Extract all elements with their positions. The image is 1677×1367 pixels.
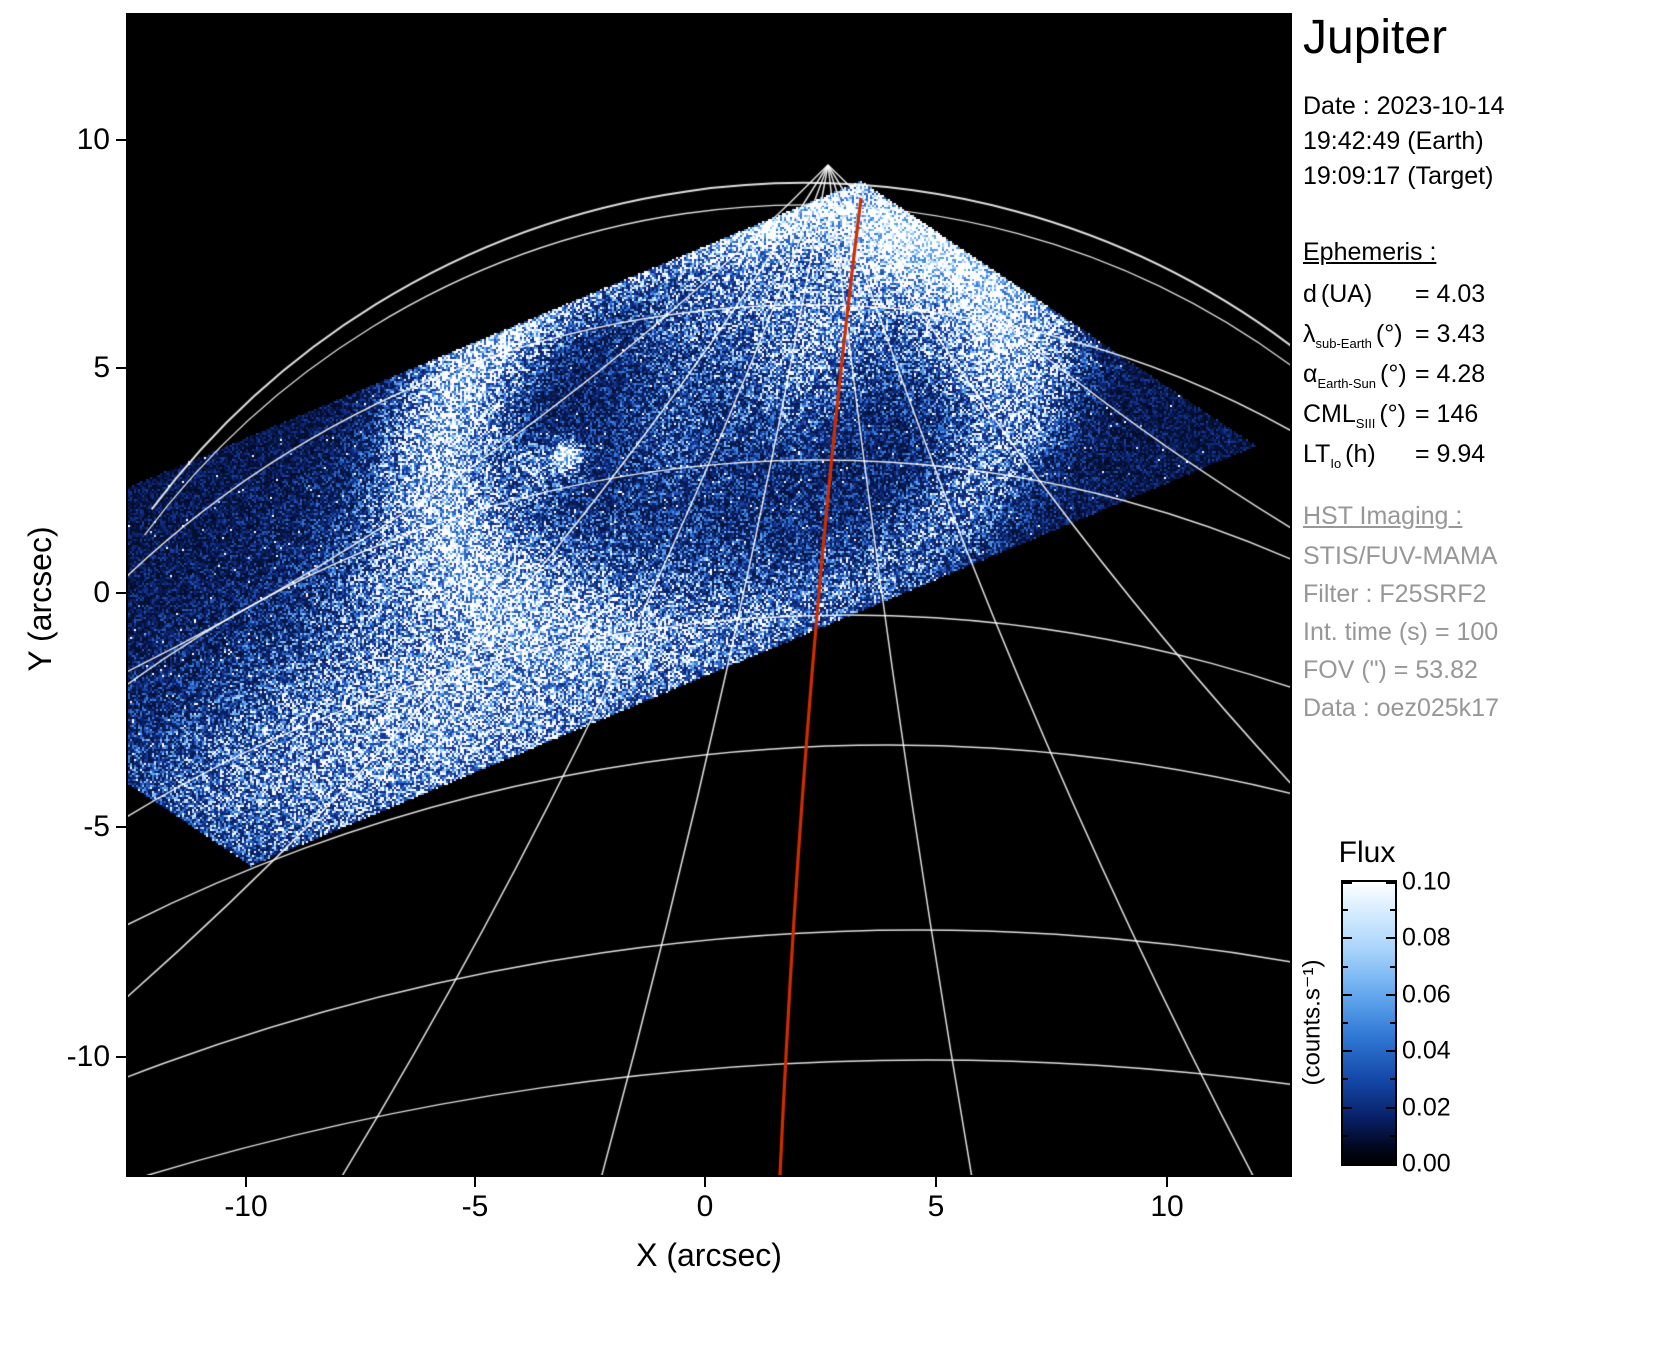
hst-imaging-heading: HST Imaging : (1303, 502, 1463, 530)
colorbar-tick-mark (1390, 1078, 1395, 1080)
eph-unit: (h) (1345, 440, 1376, 468)
eph-symbol: LT (1303, 440, 1331, 468)
eph-value: = 9.94 (1415, 440, 1486, 468)
colorbar-title: Flux (1338, 836, 1396, 869)
ephemeris-row-io-local-time: LTIo (h) = 9.94 (1303, 440, 1583, 478)
hst-int-time: Int. time (s) = 100 (1303, 618, 1499, 646)
colorbar-tick-mark (1386, 994, 1395, 996)
figure-title: Jupiter (1303, 11, 1448, 64)
y-tick-label: -5 (83, 810, 110, 843)
colorbar-tick-mark (1343, 1107, 1352, 1109)
colorbar-tick-label: 0.08 (1402, 923, 1451, 952)
colorbar-tick-mark (1343, 994, 1352, 996)
colorbar-tick-mark (1390, 909, 1395, 911)
eph-symbol: α (1303, 360, 1318, 388)
y-tick-label: 5 (93, 351, 110, 384)
x-tick-label: -5 (461, 1190, 489, 1223)
eph-value: = 4.28 (1415, 360, 1486, 388)
ephemeris-row-cml: CMLSIII (°) = 146 (1303, 400, 1583, 438)
y-tick-label: -10 (66, 1040, 110, 1073)
x-tick-label: 10 (1150, 1190, 1184, 1223)
y-tick-mark (116, 367, 126, 369)
eph-symbol: λ (1303, 320, 1316, 348)
observation-time-target: 19:09:17 (Target) (1303, 162, 1494, 190)
x-tick-mark (704, 1177, 706, 1187)
ephemeris-row-phase-angle: αEarth-Sun (°) = 4.28 (1303, 360, 1583, 398)
colorbar-tick-mark (1343, 1022, 1348, 1024)
y-tick-mark (116, 592, 126, 594)
colorbar-tick-label: 0.02 (1402, 1093, 1451, 1122)
eph-unit: (°) (1379, 400, 1406, 428)
y-tick-label: 10 (76, 123, 110, 156)
eph-unit: (°) (1375, 320, 1403, 348)
colorbar-tick-label: 0.00 (1402, 1149, 1451, 1178)
eph-subscript: SIII (1355, 416, 1376, 431)
hst-data-id: Data : oez025k17 (1303, 694, 1499, 722)
colorbar-tick-label: 0.04 (1402, 1036, 1451, 1065)
colorbar-tick-mark (1343, 909, 1348, 911)
y-tick-mark (116, 826, 126, 828)
eph-symbol: d (1303, 280, 1317, 308)
ephemeris-row-sub-earth-lat: λsub-Earth (°) = 3.43 (1303, 320, 1583, 358)
observation-time-earth: 19:42:49 (Earth) (1303, 127, 1484, 155)
colorbar-tick-mark (1390, 966, 1395, 968)
eph-value: = 4.03 (1415, 280, 1486, 308)
eph-symbol: CML (1303, 400, 1356, 428)
plot-frame (126, 13, 1292, 1177)
colorbar-tick-mark (1390, 1135, 1395, 1137)
x-tick-mark (935, 1177, 937, 1187)
observation-date: Date : 2023-10-14 (1303, 92, 1505, 120)
y-tick-mark (116, 139, 126, 141)
ephemeris-row-distance: d (UA) = 4.03 (1303, 280, 1583, 318)
x-tick-label: 5 (927, 1190, 945, 1223)
colorbar-tick-mark (1386, 882, 1395, 884)
x-tick-mark (474, 1177, 476, 1187)
ephemeris-heading: Ephemeris : (1303, 238, 1437, 266)
x-tick-label: 0 (696, 1190, 714, 1223)
hst-filter: Filter : F25SRF2 (1303, 580, 1487, 608)
eph-subscript: Earth-Sun (1317, 376, 1376, 391)
y-axis-label: Y (arcsec) (22, 526, 58, 672)
x-tick-mark (245, 1177, 247, 1187)
y-tick-label: 0 (93, 576, 110, 609)
colorbar (1341, 880, 1397, 1166)
colorbar-tick-mark (1343, 1078, 1348, 1080)
colorbar-tick-mark (1386, 1163, 1395, 1165)
colorbar-tick-label: 0.06 (1402, 980, 1451, 1009)
x-tick-label: -10 (224, 1190, 268, 1223)
colorbar-tick-mark (1343, 1050, 1352, 1052)
eph-value: = 146 (1415, 400, 1479, 428)
colorbar-tick-mark (1390, 1022, 1395, 1024)
eph-subscript: sub-Earth (1315, 336, 1372, 351)
hst-instrument: STIS/FUV-MAMA (1303, 542, 1498, 570)
colorbar-tick-mark (1343, 1163, 1352, 1165)
eph-subscript: Io (1330, 456, 1342, 471)
colorbar-tick-mark (1386, 937, 1395, 939)
colorbar-tick-mark (1386, 1107, 1395, 1109)
eph-unit: (°) (1380, 360, 1407, 388)
aurora-image-canvas (128, 15, 1290, 1175)
colorbar-tick-mark (1343, 937, 1352, 939)
eph-value: = 3.43 (1415, 320, 1486, 348)
x-tick-mark (1166, 1177, 1168, 1187)
colorbar-tick-mark (1343, 966, 1348, 968)
x-axis-label: X (arcsec) (636, 1237, 782, 1273)
colorbar-tick-label: 0.10 (1402, 867, 1451, 896)
colorbar-unit-label: (counts.s⁻¹) (1298, 959, 1326, 1086)
hst-fov: FOV (") = 53.82 (1303, 656, 1478, 684)
colorbar-tick-mark (1343, 1135, 1348, 1137)
colorbar-tick-mark (1343, 882, 1352, 884)
eph-unit: (UA) (1320, 280, 1373, 308)
y-tick-mark (116, 1056, 126, 1058)
colorbar-tick-mark (1386, 1050, 1395, 1052)
